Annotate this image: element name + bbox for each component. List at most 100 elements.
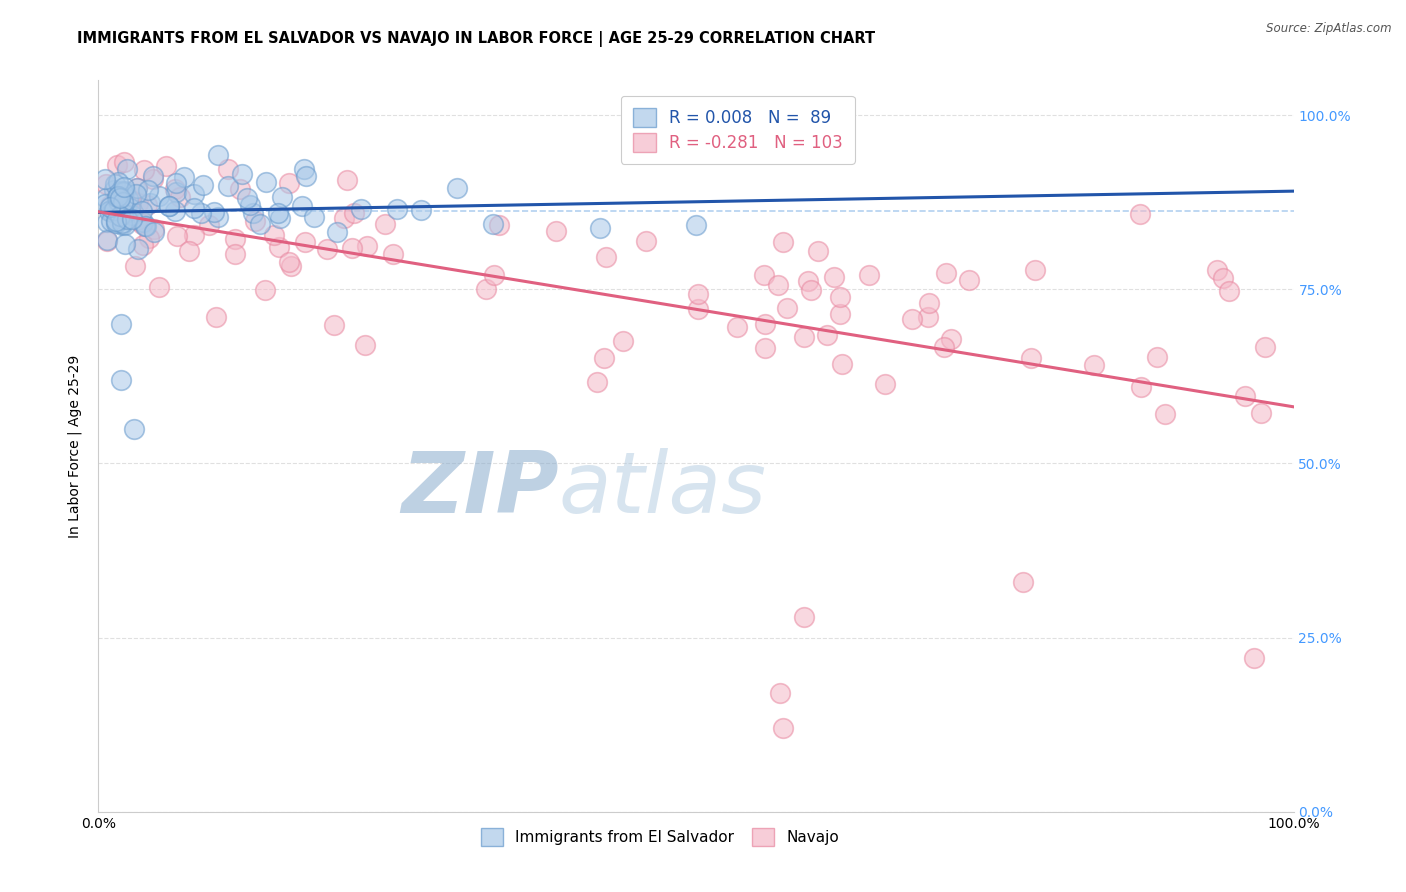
Point <box>94 177 117 191</box>
Point <box>112 186 135 200</box>
Point <box>302 211 325 225</box>
Point <box>136 198 159 212</box>
Point <box>207 148 229 162</box>
Point <box>96 234 118 248</box>
Point <box>1146 350 1168 364</box>
Point <box>267 239 290 253</box>
Point <box>138 196 160 211</box>
Point <box>117 192 139 206</box>
Point <box>179 244 201 258</box>
Point <box>114 184 136 198</box>
Point <box>101 204 124 219</box>
Point <box>96 215 118 229</box>
Point <box>217 179 239 194</box>
Point <box>110 191 132 205</box>
Point <box>125 186 148 201</box>
Point <box>98 197 121 211</box>
Point <box>193 178 215 192</box>
Point <box>107 190 129 204</box>
Point <box>142 171 165 186</box>
Text: IMMIGRANTS FROM EL SALVADOR VS NAVAJO IN LABOR FORCE | AGE 25-29 CORRELATION CHA: IMMIGRANTS FROM EL SALVADOR VS NAVAJO IN… <box>77 31 876 47</box>
Point <box>190 206 212 220</box>
Point <box>155 159 177 173</box>
Point <box>725 320 748 334</box>
Point <box>1234 389 1257 403</box>
Point <box>169 190 191 204</box>
Point <box>97 204 120 219</box>
Point <box>124 421 146 435</box>
Point <box>686 301 709 316</box>
Point <box>112 154 135 169</box>
Point <box>1024 262 1046 277</box>
Point <box>1250 406 1272 420</box>
Point <box>1130 380 1153 394</box>
Point <box>114 218 136 232</box>
Point <box>239 198 262 212</box>
Point <box>323 318 346 332</box>
Point <box>1129 207 1152 221</box>
Point <box>94 197 117 211</box>
Point <box>823 270 845 285</box>
Point <box>117 204 139 219</box>
Point <box>125 213 148 227</box>
Point <box>901 312 924 326</box>
Point <box>595 250 617 264</box>
Point <box>488 218 510 232</box>
Point <box>131 204 153 219</box>
Point <box>138 231 160 245</box>
Point <box>120 194 142 208</box>
Point <box>270 190 292 204</box>
Point <box>127 181 149 195</box>
Point <box>173 170 195 185</box>
Point <box>107 188 129 202</box>
Point <box>242 206 264 220</box>
Point <box>148 280 170 294</box>
Point <box>205 310 228 324</box>
Point <box>612 334 634 348</box>
Point <box>165 204 187 219</box>
Point <box>127 242 149 256</box>
Point <box>752 268 775 282</box>
Point <box>793 330 815 344</box>
Point <box>112 207 135 221</box>
Point <box>243 214 266 228</box>
Point <box>224 232 246 246</box>
Point <box>935 266 957 280</box>
Point <box>103 183 125 197</box>
Point <box>107 189 129 203</box>
Point <box>800 283 823 297</box>
Point <box>269 211 291 226</box>
Point <box>332 211 354 225</box>
Point <box>142 225 165 239</box>
Point <box>385 202 409 216</box>
Point <box>183 228 205 243</box>
Point <box>136 183 159 197</box>
Point <box>815 327 838 342</box>
Point <box>143 221 166 235</box>
Point <box>636 234 658 248</box>
Point <box>932 341 955 355</box>
Point <box>263 227 285 242</box>
Point <box>353 338 375 352</box>
Point <box>105 158 128 172</box>
Point <box>343 206 366 220</box>
Point <box>231 167 253 181</box>
Point <box>292 161 315 176</box>
Point <box>1205 262 1227 277</box>
Point <box>797 274 820 288</box>
Point <box>114 236 136 251</box>
Point <box>772 721 794 735</box>
Point <box>873 377 896 392</box>
Point <box>107 175 129 189</box>
Point <box>1019 351 1042 365</box>
Point <box>939 333 962 347</box>
Point <box>127 196 149 211</box>
Point <box>754 341 776 355</box>
Point <box>104 216 127 230</box>
Legend: Immigrants from El Salvador, Navajo: Immigrants from El Salvador, Navajo <box>475 822 845 852</box>
Point <box>124 259 146 273</box>
Text: ZIP: ZIP <box>401 449 558 532</box>
Point <box>100 214 122 228</box>
Point <box>411 202 433 217</box>
Point <box>134 219 156 233</box>
